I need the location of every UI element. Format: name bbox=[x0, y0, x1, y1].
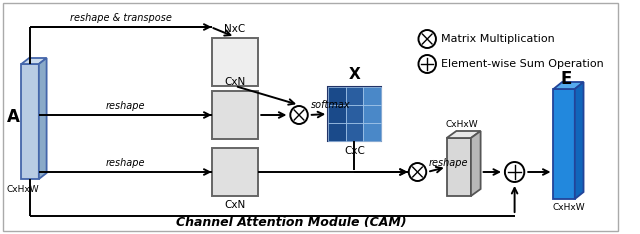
Circle shape bbox=[505, 162, 524, 182]
Text: CxN: CxN bbox=[225, 200, 246, 210]
Text: CxN: CxN bbox=[225, 77, 246, 87]
Text: Element-wise Sum Operation: Element-wise Sum Operation bbox=[441, 59, 604, 69]
Text: reshape: reshape bbox=[106, 158, 145, 168]
Polygon shape bbox=[21, 58, 47, 64]
Circle shape bbox=[291, 106, 308, 124]
Text: NxC: NxC bbox=[225, 24, 246, 34]
Circle shape bbox=[419, 55, 436, 73]
Bar bbox=[328, 105, 346, 123]
Polygon shape bbox=[471, 131, 481, 196]
Bar bbox=[328, 87, 381, 141]
Bar bbox=[363, 105, 381, 123]
Text: Matrix Multiplication: Matrix Multiplication bbox=[441, 34, 554, 44]
Text: E: E bbox=[561, 70, 572, 88]
Text: reshape: reshape bbox=[106, 101, 145, 111]
Text: CxHxW: CxHxW bbox=[553, 204, 586, 212]
Polygon shape bbox=[554, 82, 584, 89]
Circle shape bbox=[409, 163, 426, 181]
Bar bbox=[212, 91, 259, 139]
Bar bbox=[554, 89, 575, 199]
Polygon shape bbox=[447, 131, 481, 138]
Text: A: A bbox=[7, 107, 20, 125]
Bar bbox=[328, 87, 346, 105]
Bar bbox=[21, 64, 39, 179]
Bar bbox=[346, 87, 363, 105]
Text: Channel Attention Module (CAM): Channel Attention Module (CAM) bbox=[176, 216, 406, 229]
Bar bbox=[346, 123, 363, 141]
Bar bbox=[346, 105, 363, 123]
Text: reshape: reshape bbox=[429, 158, 468, 168]
Polygon shape bbox=[39, 58, 47, 179]
Bar bbox=[447, 138, 471, 196]
Text: CxHxW: CxHxW bbox=[7, 184, 40, 194]
Bar bbox=[212, 38, 259, 86]
Circle shape bbox=[419, 30, 436, 48]
Bar bbox=[363, 123, 381, 141]
Text: CxC: CxC bbox=[344, 146, 365, 156]
Text: X: X bbox=[349, 67, 360, 82]
Bar bbox=[212, 148, 259, 196]
Bar bbox=[328, 123, 346, 141]
Polygon shape bbox=[575, 82, 584, 199]
Text: reshape & transpose: reshape & transpose bbox=[70, 13, 172, 23]
Bar bbox=[363, 87, 381, 105]
Text: softmax: softmax bbox=[310, 100, 350, 110]
Text: CxHxW: CxHxW bbox=[445, 120, 478, 129]
